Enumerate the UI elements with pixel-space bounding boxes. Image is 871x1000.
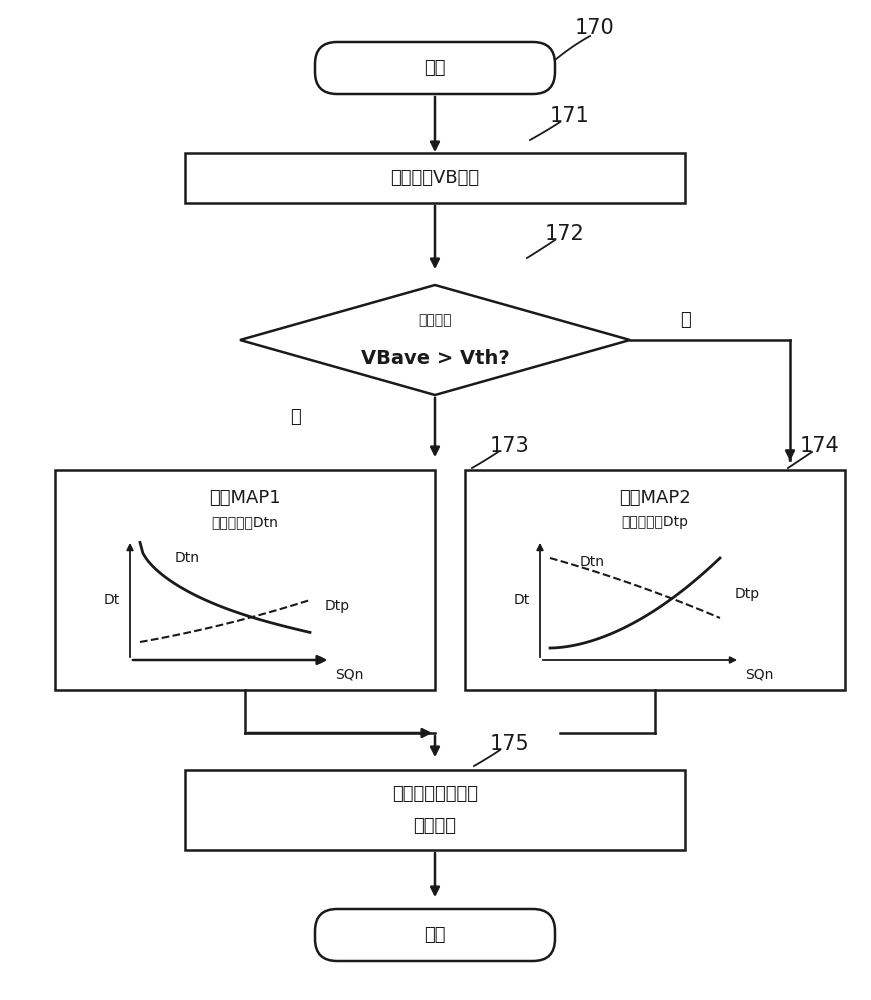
Text: 174: 174 (800, 436, 840, 456)
Text: 170: 170 (575, 18, 615, 38)
Polygon shape (240, 285, 630, 395)
Text: 175: 175 (490, 734, 530, 754)
Text: Dt: Dt (104, 593, 120, 607)
Text: 172: 172 (545, 224, 584, 244)
Text: 选择MAP1: 选择MAP1 (209, 489, 280, 507)
Bar (55, 470, 435, 690)
Text: 正常占空比Dtn: 正常占空比Dtn (212, 515, 279, 529)
Text: 转换器电路的控制: 转换器电路的控制 (392, 785, 478, 803)
Text: 电源电压VB处理: 电源电压VB处理 (390, 169, 480, 187)
Text: 171: 171 (550, 106, 590, 126)
Text: VBave > Vth?: VBave > Vth? (361, 349, 510, 367)
Text: Dtp: Dtp (325, 599, 350, 613)
FancyBboxPatch shape (315, 909, 555, 961)
Text: Dtn: Dtn (580, 555, 605, 569)
Text: 返回: 返回 (424, 926, 446, 944)
Text: （切换）: （切换） (414, 817, 456, 835)
Text: 是: 是 (679, 311, 691, 329)
Bar (185, 153, 685, 203)
Text: 保护占空比Dtp: 保护占空比Dtp (622, 515, 688, 529)
Bar (185, 770, 685, 850)
Text: Dtp: Dtp (735, 587, 760, 601)
Text: SQn: SQn (745, 667, 773, 681)
Text: Dt: Dt (514, 593, 530, 607)
Text: 选择MAP2: 选择MAP2 (619, 489, 691, 507)
Text: 否: 否 (290, 408, 300, 426)
Text: Dtn: Dtn (175, 551, 200, 565)
FancyBboxPatch shape (315, 42, 555, 94)
Text: 确定电压: 确定电压 (418, 313, 452, 327)
Bar (465, 470, 845, 690)
Text: 开始: 开始 (424, 59, 446, 77)
Text: 173: 173 (490, 436, 530, 456)
Text: SQn: SQn (335, 667, 363, 681)
